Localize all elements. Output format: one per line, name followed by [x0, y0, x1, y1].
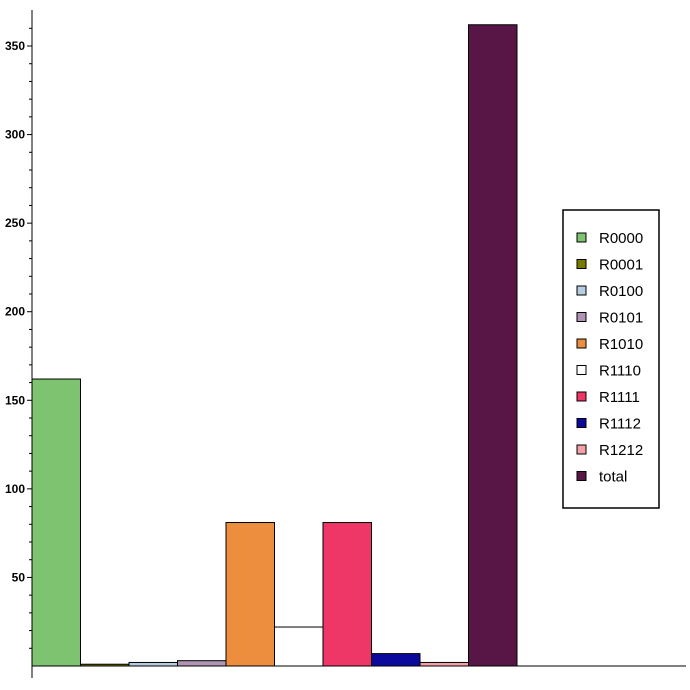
bar-r1010 — [225, 522, 275, 667]
legend-label-r1111: R1111 — [599, 389, 640, 406]
legend-label-r0101: R0101 — [599, 310, 643, 327]
bar-r0100 — [128, 661, 178, 667]
legend-swatch-r1110 — [576, 365, 587, 375]
bar-r1212 — [419, 661, 469, 667]
legend-label-r1010: R1010 — [599, 336, 643, 353]
y-tick-label: 250 — [5, 216, 25, 230]
legend-label-r1110: R1110 — [599, 363, 641, 380]
bar-r1112 — [371, 653, 421, 667]
legend-swatch-total — [576, 471, 587, 481]
legend-label-r1112: R1112 — [599, 416, 641, 433]
bars — [31, 24, 518, 667]
legend-label-r0000: R0000 — [599, 230, 643, 247]
legend-box — [562, 209, 660, 509]
legend-swatch-r0100 — [576, 285, 587, 296]
legend-swatch-r1112 — [576, 418, 587, 428]
legend-swatch-r0101 — [576, 312, 587, 322]
bar-r0101 — [177, 660, 227, 667]
y-tick-label: 100 — [5, 482, 25, 496]
y-tick-label: 350 — [5, 39, 25, 53]
legend-label-r0001: R0001 — [599, 257, 643, 274]
y-tick-label: 150 — [5, 393, 25, 407]
legend-label-total: total — [599, 469, 627, 486]
legend-swatch-r1111 — [576, 391, 587, 402]
legend-label-r0100: R0100 — [599, 283, 643, 300]
legend-swatch-r0001 — [576, 259, 587, 269]
bar-r0000 — [31, 378, 81, 667]
legend-swatch-r1010 — [576, 338, 587, 349]
y-axis: 50 100 150 200 250 300 350 — [5, 10, 33, 678]
bar-r1111 — [322, 522, 372, 667]
bar-total — [468, 24, 518, 667]
legend: R0000 R0001 R0100 R0101 R1010 R1110 R1111 R1112… — [562, 209, 660, 509]
legend-swatch-r1212 — [576, 444, 587, 455]
legend-swatch-r0000 — [576, 232, 587, 243]
bar-r1110 — [274, 626, 324, 667]
y-tick-label: 300 — [5, 128, 25, 142]
y-tick-label: 200 — [5, 305, 25, 319]
legend-label-r1212: R1212 — [599, 442, 643, 459]
y-tick-label: 50 — [12, 570, 26, 584]
